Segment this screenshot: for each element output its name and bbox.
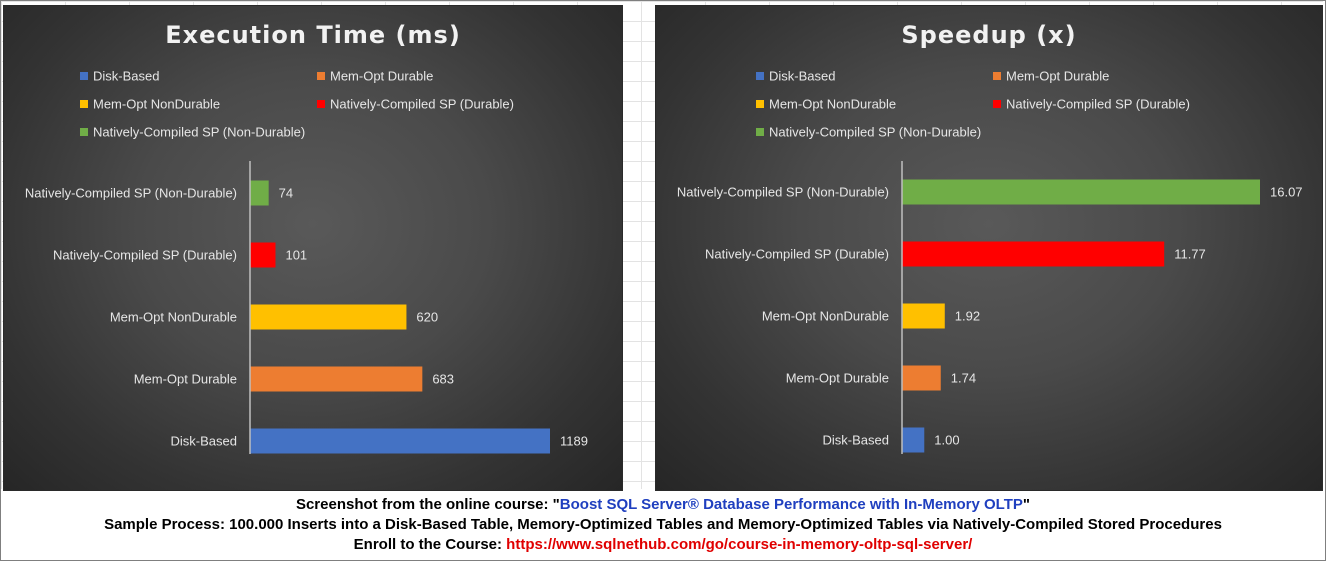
category-label: Natively-Compiled SP (Non-Durable) <box>25 186 237 201</box>
category-label: Disk-Based <box>823 433 889 448</box>
legend-item-natively-compiled-sp-non-durable[interactable]: Natively-Compiled SP (Non-Durable) <box>756 125 981 140</box>
caption-line-1: Screenshot from the online course: "Boos… <box>0 495 1326 515</box>
caption-line-3: Enroll to the Course: https://www.sqlnet… <box>0 535 1326 555</box>
execution-time-chart: Execution Time (ms) Disk-Based Mem-Opt Dur… <box>25 21 588 454</box>
bar-disk-based[interactable] <box>902 427 925 453</box>
legend-label: Natively-Compiled SP (Non-Durable) <box>93 125 305 140</box>
caption: Screenshot from the online course: "Boos… <box>0 495 1326 555</box>
legend-swatch <box>756 72 764 80</box>
legend-swatch <box>80 128 88 136</box>
category-label: Mem-Opt NonDurable <box>110 310 237 325</box>
category-label: Natively-Compiled SP (Durable) <box>53 248 237 263</box>
legend-item-natively-compiled-sp-non-durable[interactable]: Natively-Compiled SP (Non-Durable) <box>80 125 305 140</box>
chart-title: Speedup (x) <box>901 21 1076 49</box>
legend-label: Natively-Compiled SP (Non-Durable) <box>769 125 981 140</box>
legend-swatch <box>993 100 1001 108</box>
speedup-chart-panel[interactable]: Speedup (x) Disk-Based Mem-Opt Durable Mem-… <box>655 5 1323 491</box>
legend-item-mem-opt-durable[interactable]: Mem-Opt Durable <box>993 69 1109 84</box>
legend-label: Natively-Compiled SP (Durable) <box>330 97 514 112</box>
legend-swatch <box>80 100 88 108</box>
caption-prefix: Screenshot from the online course: " <box>295 496 560 513</box>
category-label: Natively-Compiled SP (Non-Durable) <box>677 185 889 200</box>
legend-item-disk-based[interactable]: Disk-Based <box>756 69 835 84</box>
bar-natively-compiled-sp-durable[interactable] <box>250 242 276 268</box>
legend-label: Mem-Opt NonDurable <box>769 97 896 112</box>
bar-disk-based[interactable] <box>250 428 550 454</box>
legend-swatch <box>80 72 88 80</box>
category-label: Mem-Opt NonDurable <box>762 309 889 324</box>
execution-time-chart-panel[interactable]: Execution Time (ms) Disk-Based Mem-Opt Dur… <box>3 5 623 491</box>
bar-mem-opt-nondurable[interactable] <box>250 304 407 330</box>
data-label: 683 <box>432 372 454 387</box>
legend-label: Mem-Opt Durable <box>1006 69 1109 84</box>
legend-swatch <box>756 128 764 136</box>
legend-label: Mem-Opt NonDurable <box>93 97 220 112</box>
bar-group-natively-compiled-sp-non-durable[interactable]: Natively-Compiled SP (Non-Durable) 16.07 <box>677 179 1303 205</box>
bar-mem-opt-nondurable[interactable] <box>902 303 945 329</box>
legend-label: Natively-Compiled SP (Durable) <box>1006 97 1190 112</box>
bar-group-natively-compiled-sp-non-durable[interactable]: Natively-Compiled SP (Non-Durable) 74 <box>25 180 293 206</box>
category-label: Natively-Compiled SP (Durable) <box>705 247 889 262</box>
bar-natively-compiled-sp-non-durable[interactable] <box>902 179 1260 205</box>
data-label: 16.07 <box>1270 185 1303 200</box>
data-label: 74 <box>279 186 293 201</box>
data-label: 1.00 <box>934 433 959 448</box>
category-label: Mem-Opt Durable <box>786 371 889 386</box>
bar-group-disk-based[interactable]: Disk-Based 1189 <box>171 428 588 454</box>
bar-group-natively-compiled-sp-durable[interactable]: Natively-Compiled SP (Durable) 11.77 <box>705 241 1206 267</box>
category-label: Disk-Based <box>171 434 237 449</box>
speedup-chart: Speedup (x)Disk-Based Mem-Opt DurableMem-… <box>677 21 1303 454</box>
caption-suffix: " <box>1022 496 1031 513</box>
data-label: 620 <box>416 310 438 325</box>
category-label: Mem-Opt Durable <box>134 372 237 387</box>
legend-label: Disk-Based <box>769 69 835 84</box>
data-label: 1.74 <box>951 371 976 386</box>
legend-label: Disk-Based <box>93 69 159 84</box>
bar-group-natively-compiled-sp-durable[interactable]: Natively-Compiled SP (Durable) 101 <box>53 242 307 268</box>
legend-swatch <box>317 72 325 80</box>
bar-group-mem-opt-durable[interactable]: Mem-Opt Durable 683 <box>134 366 454 392</box>
bar-mem-opt-durable[interactable] <box>902 365 941 391</box>
legend-item-mem-opt-nondurable[interactable]: Mem-Opt NonDurable <box>756 97 896 112</box>
legend-item-natively-compiled-sp-durable[interactable]: Natively-Compiled SP (Durable) <box>317 97 514 112</box>
legend-label: Mem-Opt Durable <box>330 69 433 84</box>
course-title: Boost SQL Server® Database Performance w… <box>559 496 1023 513</box>
bar-group-mem-opt-nondurable[interactable]: Mem-Opt NonDurable 1.92 <box>762 303 980 329</box>
legend-item-mem-opt-durable[interactable]: Mem-Opt Durable <box>317 69 433 84</box>
legend-item-mem-opt-nondurable[interactable]: Mem-Opt NonDurable <box>80 97 220 112</box>
data-label: 101 <box>285 248 307 263</box>
data-label: 1.92 <box>955 309 980 324</box>
bar-natively-compiled-sp-durable[interactable] <box>902 241 1165 267</box>
chart-title: Execution Time (ms) <box>165 21 461 49</box>
legend-swatch <box>993 72 1001 80</box>
legend-item-disk-based[interactable]: Disk-Based <box>80 69 159 84</box>
legend-item-natively-compiled-sp-durable[interactable]: Natively-Compiled SP (Durable) <box>993 97 1190 112</box>
data-label: 1189 <box>560 434 588 449</box>
bar-natively-compiled-sp-non-durable[interactable] <box>250 180 269 206</box>
course-link[interactable]: https://www.sqlnethub.com/go/course-in-m… <box>506 536 973 553</box>
legend-swatch <box>317 100 325 108</box>
bar-group-disk-based[interactable]: Disk-Based 1.00 <box>823 427 960 453</box>
caption-line-2: Sample Process: 100.000 Inserts into a D… <box>104 516 1222 533</box>
bar-group-mem-opt-nondurable[interactable]: Mem-Opt NonDurable 620 <box>110 304 438 330</box>
data-label: 11.77 <box>1174 247 1206 262</box>
bar-group-mem-opt-durable[interactable]: Mem-Opt Durable 1.74 <box>786 365 976 391</box>
enroll-label: Enroll to the Course: <box>353 536 507 553</box>
bar-mem-opt-durable[interactable] <box>250 366 423 392</box>
legend-swatch <box>756 100 764 108</box>
